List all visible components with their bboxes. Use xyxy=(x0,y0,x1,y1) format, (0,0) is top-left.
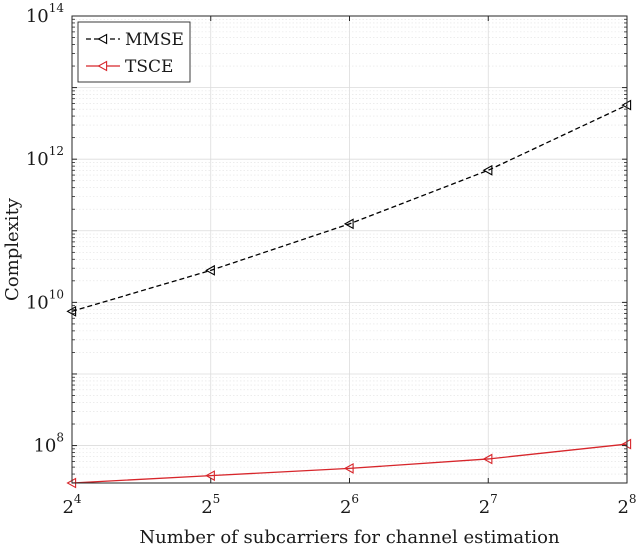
y-tick-label: 108 xyxy=(33,431,64,457)
x-tick-base: 2 xyxy=(479,497,490,518)
x-tick-label: 28 xyxy=(617,492,636,518)
legend-entry-tsce: TSCE xyxy=(86,57,173,77)
data-point-tsce xyxy=(343,462,354,474)
legend-marker xyxy=(97,33,108,45)
y-tick-label: 1010 xyxy=(26,287,64,313)
y-tick-exponent: 12 xyxy=(49,144,64,158)
legend-label: TSCE xyxy=(125,57,173,77)
y-tick-base: 10 xyxy=(26,292,49,313)
y-tick-base: 10 xyxy=(33,436,56,457)
x-tick-label: 25 xyxy=(201,492,220,518)
x-tick-exponent: 7 xyxy=(490,492,498,506)
x-axis-label: Number of subcarriers for channel estima… xyxy=(139,527,560,546)
x-tick-base: 2 xyxy=(201,497,212,518)
x-tick-exponent: 5 xyxy=(213,492,221,506)
y-tick-exponent: 8 xyxy=(56,431,64,445)
legend-marker xyxy=(97,60,108,72)
series-line-mmse xyxy=(71,104,628,312)
data-point-mmse xyxy=(482,164,493,176)
legend: MMSE TSCE xyxy=(77,21,191,83)
y-tick-label: 1014 xyxy=(26,1,65,27)
x-tick-label: 24 xyxy=(62,492,81,518)
data-point-mmse xyxy=(343,218,354,230)
y-tick-base: 10 xyxy=(26,6,49,27)
x-tick-exponent: 8 xyxy=(629,492,636,506)
x-tick-base: 2 xyxy=(340,497,351,518)
y-tick-exponent: 14 xyxy=(49,1,65,15)
series-line-tsce xyxy=(71,443,628,484)
legend-label: MMSE xyxy=(125,30,184,50)
y-tick-label: 1012 xyxy=(26,144,64,170)
data-point-tsce xyxy=(482,453,493,465)
x-tick-exponent: 4 xyxy=(74,492,82,506)
data-point-mmse xyxy=(205,264,215,276)
x-tick-base: 2 xyxy=(617,497,628,518)
x-tick-label: 27 xyxy=(479,492,498,518)
y-axis-label: Complexity xyxy=(2,197,23,301)
legend-box xyxy=(77,21,191,83)
legend-entry-mmse: MMSE xyxy=(86,30,184,50)
x-tick-label: 26 xyxy=(340,492,359,518)
x-tick-base: 2 xyxy=(62,497,73,518)
x-tick-exponent: 6 xyxy=(351,492,359,506)
y-tick-base: 10 xyxy=(26,149,49,170)
data-point-tsce xyxy=(205,470,215,482)
y-tick-exponent: 10 xyxy=(49,287,64,301)
